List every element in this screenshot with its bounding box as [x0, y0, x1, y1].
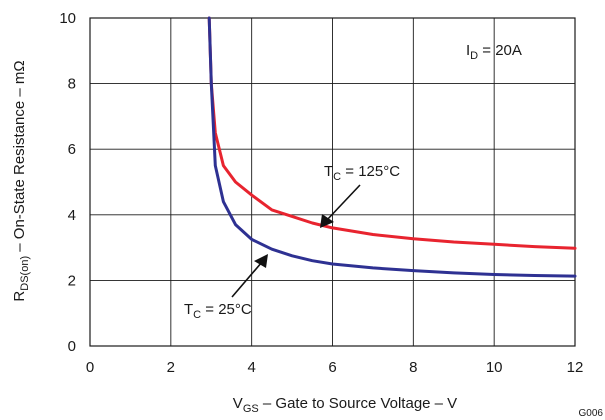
x-tick-label: 2	[167, 359, 175, 376]
y-tick-labels: 0 2 4 6 8 10	[59, 10, 76, 355]
y-tick-label: 10	[59, 10, 76, 27]
y-tick-label: 4	[68, 207, 76, 224]
y-tick-label: 6	[68, 141, 76, 158]
y-axis-label: RDS(on) – On-State Resistance – mΩ	[11, 60, 31, 301]
x-tick-label: 6	[328, 359, 336, 376]
series-label-125c: TC = 125°C	[324, 163, 400, 183]
series-line-25c	[207, 16, 577, 278]
y-tick-label: 0	[68, 338, 76, 355]
x-tick-label: 12	[567, 359, 584, 376]
arrow-125c	[320, 184, 361, 228]
x-tick-label: 8	[409, 359, 417, 376]
arrow-25c	[231, 254, 268, 298]
y-tick-label: 8	[68, 76, 76, 93]
series-label-25c: TC = 25°C	[184, 301, 252, 321]
x-tick-labels: 0 2 4 6 8 10 12	[86, 359, 584, 376]
x-tick-label: 10	[486, 359, 503, 376]
figure-id: G006	[579, 408, 604, 419]
x-tick-label: 0	[86, 359, 94, 376]
drain-current-annotation: ID = 20A	[466, 42, 522, 62]
series-layer	[207, 16, 577, 278]
y-tick-label: 2	[68, 272, 76, 289]
x-axis-label: VGS – Gate to Source Voltage – V	[233, 395, 457, 415]
x-tick-label: 4	[247, 359, 255, 376]
series-line-125c	[207, 16, 577, 250]
plot-frame	[89, 17, 576, 347]
